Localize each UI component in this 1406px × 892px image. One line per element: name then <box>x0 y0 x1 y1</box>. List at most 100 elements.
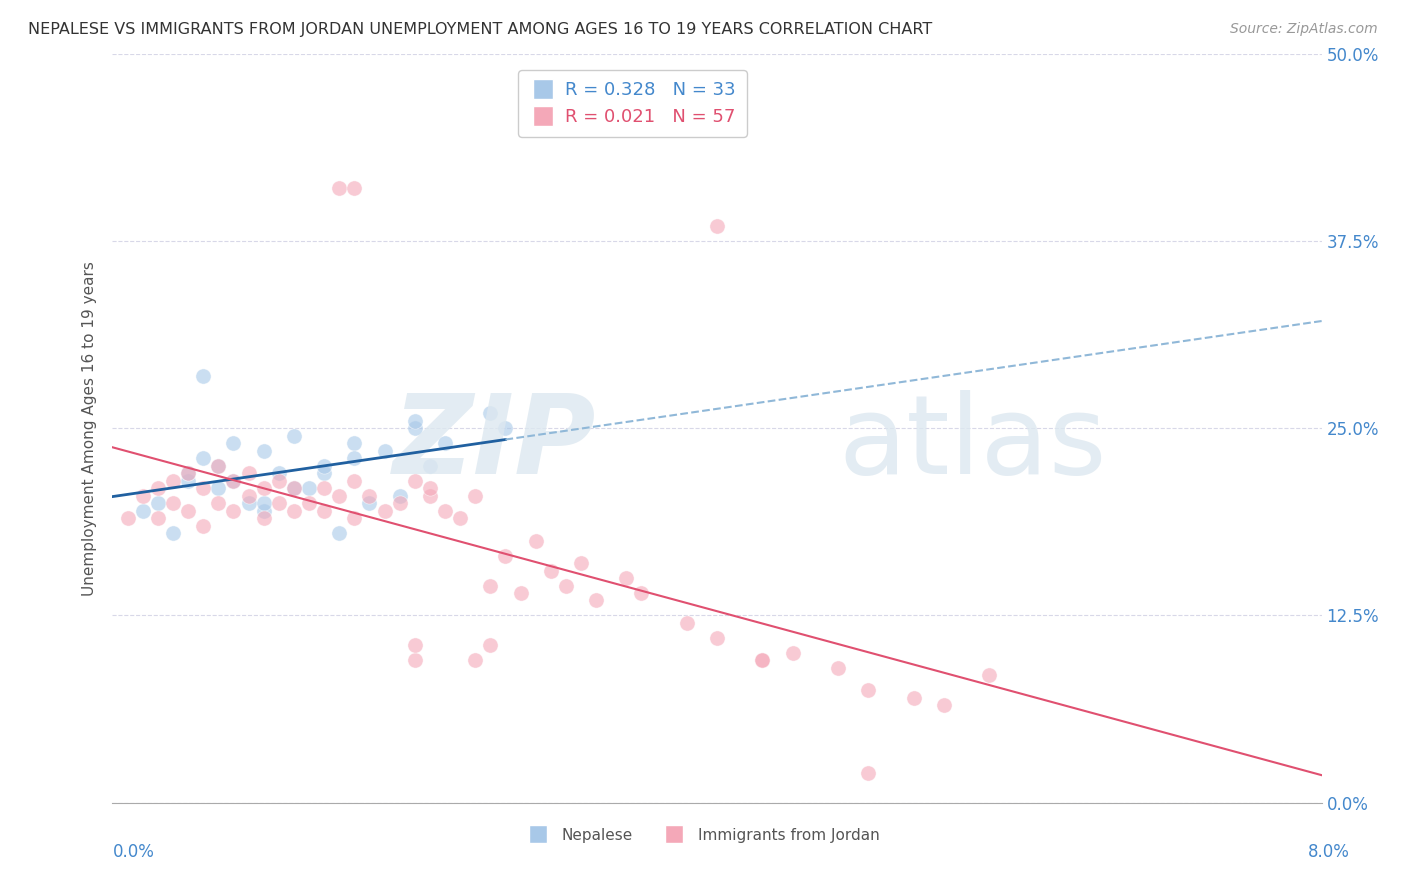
Point <box>191 368 214 383</box>
Point <box>146 511 169 525</box>
Point <box>434 503 457 517</box>
Text: 8.0%: 8.0% <box>1308 843 1350 861</box>
Point <box>706 631 728 645</box>
Point <box>977 668 1000 682</box>
Point <box>388 489 411 503</box>
Text: ZIP: ZIP <box>392 390 596 497</box>
Point <box>207 496 229 510</box>
Point <box>222 474 245 488</box>
Point <box>207 481 229 495</box>
Point <box>283 428 305 442</box>
Point <box>569 556 592 570</box>
Point <box>312 466 335 480</box>
Point <box>238 489 260 503</box>
Point <box>191 518 214 533</box>
Point <box>856 765 880 780</box>
Point <box>479 406 502 420</box>
Legend: Nepalese, Immigrants from Jordan: Nepalese, Immigrants from Jordan <box>520 822 886 848</box>
Point <box>856 683 880 698</box>
Point <box>388 496 411 510</box>
Point <box>479 639 502 653</box>
Point <box>267 466 290 480</box>
Point <box>404 639 426 653</box>
Point <box>479 578 502 592</box>
Point <box>419 458 441 473</box>
Y-axis label: Unemployment Among Ages 16 to 19 years: Unemployment Among Ages 16 to 19 years <box>82 260 97 596</box>
Point <box>312 503 335 517</box>
Text: 0.0%: 0.0% <box>112 843 155 861</box>
Point <box>404 474 426 488</box>
Point <box>343 451 366 466</box>
Point <box>374 503 396 517</box>
Point <box>404 653 426 667</box>
Point <box>585 593 607 607</box>
Point <box>751 653 773 667</box>
Point <box>177 503 200 517</box>
Point <box>374 443 396 458</box>
Point <box>191 451 214 466</box>
Point <box>238 466 260 480</box>
Point <box>191 481 214 495</box>
Point <box>162 496 184 510</box>
Point <box>207 458 229 473</box>
Point <box>675 615 697 630</box>
Point <box>312 481 335 495</box>
Point <box>253 481 276 495</box>
Point <box>343 474 366 488</box>
Point <box>328 489 350 503</box>
Point <box>404 421 426 435</box>
Point <box>253 503 276 517</box>
Point <box>404 414 426 428</box>
Text: atlas: atlas <box>838 390 1107 497</box>
Point <box>827 661 849 675</box>
Point <box>449 511 471 525</box>
Point <box>222 436 245 450</box>
Point <box>359 489 381 503</box>
Point <box>434 436 457 450</box>
Point <box>283 481 305 495</box>
Point <box>524 533 547 548</box>
Point <box>267 496 290 510</box>
Point <box>283 503 305 517</box>
Point <box>283 481 305 495</box>
Point <box>177 474 200 488</box>
Point <box>177 466 200 480</box>
Point <box>328 181 350 195</box>
Point <box>343 511 366 525</box>
Point <box>495 421 517 435</box>
Point <box>464 653 486 667</box>
Point <box>298 481 321 495</box>
Point <box>782 646 804 660</box>
Point <box>162 526 184 541</box>
Point <box>146 496 169 510</box>
Point <box>903 690 925 705</box>
Point <box>630 586 652 600</box>
Point <box>706 219 728 233</box>
Point <box>132 489 155 503</box>
Point <box>419 489 441 503</box>
Point <box>177 466 200 480</box>
Point <box>614 571 637 585</box>
Point <box>132 503 155 517</box>
Point <box>298 496 321 510</box>
Point <box>932 698 955 713</box>
Point <box>162 474 184 488</box>
Point <box>207 458 229 473</box>
Point <box>267 474 290 488</box>
Point <box>495 549 517 563</box>
Text: NEPALESE VS IMMIGRANTS FROM JORDAN UNEMPLOYMENT AMONG AGES 16 TO 19 YEARS CORREL: NEPALESE VS IMMIGRANTS FROM JORDAN UNEMP… <box>28 22 932 37</box>
Point <box>253 511 276 525</box>
Point <box>146 481 169 495</box>
Point <box>328 526 350 541</box>
Point <box>419 481 441 495</box>
Point <box>540 564 562 578</box>
Legend: R = 0.328   N = 33, R = 0.021   N = 57: R = 0.328 N = 33, R = 0.021 N = 57 <box>519 70 747 136</box>
Point <box>253 443 276 458</box>
Point <box>751 653 773 667</box>
Point <box>343 436 366 450</box>
Text: Source: ZipAtlas.com: Source: ZipAtlas.com <box>1230 22 1378 37</box>
Point <box>359 496 381 510</box>
Point <box>238 496 260 510</box>
Point <box>117 511 139 525</box>
Point <box>509 586 531 600</box>
